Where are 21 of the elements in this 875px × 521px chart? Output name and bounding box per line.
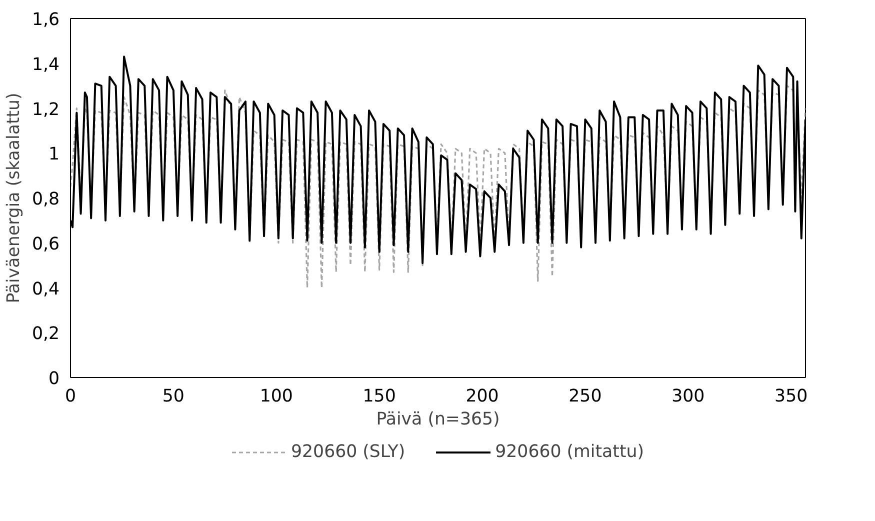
y-tick-label: 0,6 <box>32 234 60 254</box>
y-tick-label: 1 <box>48 144 60 165</box>
x-tick-label: 50 <box>162 386 184 406</box>
x-tick-label: 150 <box>362 386 396 406</box>
y-axis-title: Päiväenergia (skaalattu) <box>4 92 24 304</box>
x-tick-label: 0 <box>64 386 76 406</box>
y-tick-label: 1,6 <box>32 10 60 30</box>
y-tick-label: 0,4 <box>32 279 60 300</box>
y-tick-label: 0,8 <box>32 190 60 210</box>
x-tick-label: 200 <box>466 386 499 406</box>
y-tick-label: 0 <box>48 369 60 389</box>
y-tick-label: 0,2 <box>32 324 60 344</box>
x-tick-label: 300 <box>672 386 705 406</box>
y-tick-label: 1,2 <box>32 100 60 120</box>
x-tick-label: 350 <box>774 386 808 406</box>
x-tick-label: 250 <box>568 386 602 406</box>
x-axis-title: Päivä (n=365) <box>376 410 500 430</box>
legend-label: 920660 (SLY) <box>291 442 406 462</box>
x-tick-label: 100 <box>260 386 293 406</box>
legend-label: 920660 (mitattu) <box>495 442 644 462</box>
y-tick-label: 1,4 <box>32 54 60 75</box>
